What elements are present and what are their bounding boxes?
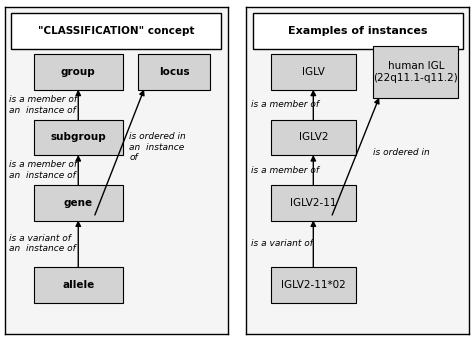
Text: IGLV: IGLV — [302, 67, 325, 77]
Text: is a member of
an  instance of: is a member of an instance of — [9, 95, 77, 115]
Text: Examples of instances: Examples of instances — [288, 26, 428, 36]
Text: IGLV2-11: IGLV2-11 — [290, 198, 337, 208]
Text: "CLASSIFICATION" concept: "CLASSIFICATION" concept — [38, 26, 194, 36]
FancyBboxPatch shape — [253, 13, 463, 49]
Text: group: group — [61, 67, 96, 77]
Text: is a member of: is a member of — [251, 100, 319, 109]
FancyBboxPatch shape — [271, 54, 356, 90]
Text: is ordered in
an  instance
of: is ordered in an instance of — [129, 132, 186, 162]
Text: locus: locus — [159, 67, 190, 77]
FancyBboxPatch shape — [271, 120, 356, 155]
Text: is a member of: is a member of — [251, 166, 319, 175]
FancyBboxPatch shape — [34, 54, 123, 90]
Text: allele: allele — [62, 280, 94, 289]
Text: human IGL
(22q11.1-q11.2): human IGL (22q11.1-q11.2) — [374, 61, 458, 83]
Text: is ordered in: is ordered in — [374, 148, 430, 157]
FancyBboxPatch shape — [271, 267, 356, 303]
Text: is a variant of
an  instance of: is a variant of an instance of — [9, 234, 76, 253]
Text: IGLV2: IGLV2 — [299, 132, 328, 143]
FancyBboxPatch shape — [374, 46, 458, 98]
Text: is a member of
an  instance of: is a member of an instance of — [9, 160, 77, 180]
Text: gene: gene — [64, 198, 93, 208]
Text: subgroup: subgroup — [50, 132, 106, 143]
FancyBboxPatch shape — [34, 185, 123, 221]
FancyBboxPatch shape — [34, 120, 123, 155]
FancyBboxPatch shape — [138, 54, 210, 90]
FancyBboxPatch shape — [34, 267, 123, 303]
FancyBboxPatch shape — [271, 185, 356, 221]
Text: is a variant of: is a variant of — [251, 239, 313, 248]
FancyBboxPatch shape — [11, 13, 221, 49]
Text: IGLV2-11*02: IGLV2-11*02 — [281, 280, 346, 289]
